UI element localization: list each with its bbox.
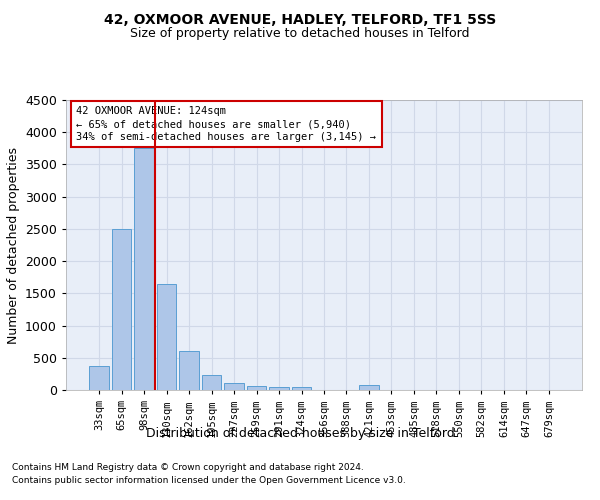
Bar (292, 387, 311, 390)
Bar (269, 387, 289, 390)
Text: 42 OXMOOR AVENUE: 124sqm
← 65% of detached houses are smaller (5,940)
34% of sem: 42 OXMOOR AVENUE: 124sqm ← 65% of detach… (76, 106, 376, 142)
Bar (359, 385, 379, 390)
Bar (179, 352, 199, 390)
Bar (247, 386, 266, 390)
Text: Distribution of detached houses by size in Telford: Distribution of detached houses by size … (146, 428, 454, 440)
Text: 42, OXMOOR AVENUE, HADLEY, TELFORD, TF1 5SS: 42, OXMOOR AVENUE, HADLEY, TELFORD, TF1 … (104, 12, 496, 26)
Text: Contains HM Land Registry data © Crown copyright and database right 2024.: Contains HM Land Registry data © Crown c… (12, 464, 364, 472)
Y-axis label: Number of detached properties: Number of detached properties (7, 146, 20, 344)
Bar (134, 148, 154, 390)
Text: Size of property relative to detached houses in Telford: Size of property relative to detached ho… (130, 28, 470, 40)
Bar (157, 284, 176, 390)
Text: Contains public sector information licensed under the Open Government Licence v3: Contains public sector information licen… (12, 476, 406, 485)
Bar (202, 374, 221, 390)
Bar (112, 229, 131, 390)
Bar (224, 383, 244, 390)
Bar (89, 366, 109, 390)
